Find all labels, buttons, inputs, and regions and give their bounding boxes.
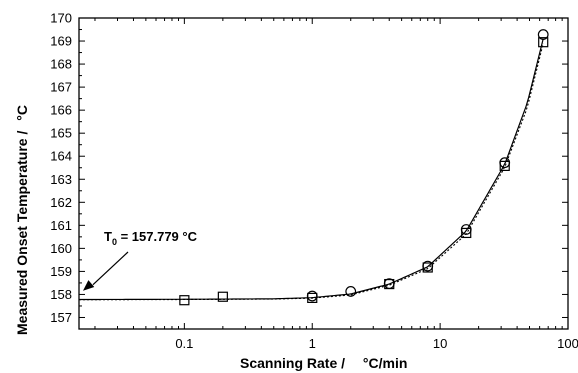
- y-tick-label: 162: [50, 195, 72, 210]
- annotation-arrow-head: [83, 280, 95, 291]
- x-tick-label: 100: [557, 336, 578, 351]
- x-axis-title-text: Scanning Rate /: [240, 355, 345, 371]
- annotation-text: T0 = 157.779 °C: [104, 229, 198, 247]
- y-tick-label: 159: [50, 264, 72, 279]
- y-tick-label: 168: [50, 57, 72, 72]
- axis-ticks: 157 158 159 160 161 162 163 164 165 166 167 168 169 1…: [50, 11, 578, 352]
- square-marker: [538, 37, 549, 48]
- y-tick-label: 157: [50, 310, 72, 325]
- annotation-T: T: [104, 229, 112, 244]
- annotation-subscript: 0: [112, 237, 117, 247]
- x-tick-label: 10: [433, 336, 447, 351]
- y-tick-label: 167: [50, 80, 72, 95]
- annotation-value: = 157.779 °C: [117, 229, 198, 244]
- y-tick-label: 169: [50, 34, 72, 49]
- y-tick-label: 160: [50, 241, 72, 256]
- circle-marker: [460, 224, 472, 235]
- square-marker: [499, 160, 510, 171]
- square-marker: [307, 292, 318, 303]
- y-tick-label: 166: [50, 103, 72, 118]
- y-tick-label: 170: [50, 11, 72, 26]
- square-marker: [384, 278, 395, 290]
- plot-frame: [78, 17, 569, 330]
- fit-curves: [79, 38, 544, 301]
- x-axis-title: Scanning Rate / °C/min: [240, 355, 407, 371]
- y-tick-label: 158: [50, 287, 72, 302]
- data-points: [179, 29, 549, 306]
- fit-curve-dotted: [79, 43, 544, 301]
- y-tick-label: 163: [50, 172, 72, 187]
- circle-marker: [537, 29, 549, 40]
- x-tick-label: 0.1: [175, 336, 193, 351]
- square-marker: [422, 262, 433, 273]
- x-axis-title-unit: °C/min: [363, 355, 408, 371]
- fit-curve-solid: [79, 38, 544, 301]
- circle-marker: [345, 286, 357, 297]
- x-tick-label: 1: [309, 336, 316, 351]
- circle-marker: [306, 290, 318, 302]
- y-tick-label: 165: [50, 126, 72, 141]
- y-axis-title: Measured Onset Temperature / °C: [14, 105, 30, 335]
- annotation-arrow-line: [92, 251, 129, 286]
- y-tick-label: 161: [50, 218, 72, 233]
- square-marker: [217, 291, 228, 302]
- y-axis-title-unit: °C: [14, 105, 30, 121]
- y-tick-label: 164: [50, 149, 72, 164]
- t0-annotation: T0 = 157.779 °C: [83, 229, 198, 291]
- square-marker: [179, 295, 190, 306]
- y-axis-title-text: Measured Onset Temperature /: [14, 131, 30, 335]
- square-marker: [461, 227, 472, 239]
